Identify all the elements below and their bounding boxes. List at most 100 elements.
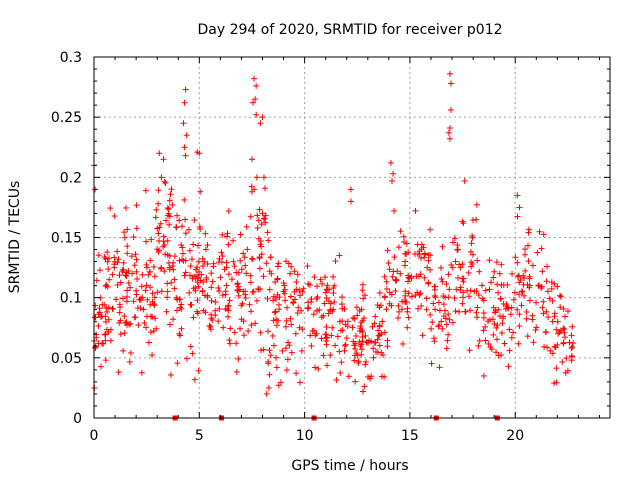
data-point [160,243,167,250]
data-point [260,346,267,353]
data-point [230,258,237,265]
data-point [553,365,560,372]
data-point [116,319,123,326]
data-point [133,202,140,209]
data-point [142,187,149,194]
data-point [102,337,109,344]
data-point [521,246,528,253]
data-point [154,246,161,253]
data-point [235,292,242,299]
data-point [186,289,193,296]
data-point [183,132,190,139]
data-point [473,314,480,321]
data-point [418,254,425,261]
data-point [173,307,180,314]
data-point [179,250,186,257]
data-point [381,273,388,280]
data-point [358,319,365,326]
data-point [225,241,232,248]
data-point [158,288,165,295]
data-point [480,327,487,334]
data-point [173,294,180,301]
data-point [387,159,394,166]
data-point [258,221,265,228]
data-point [486,316,493,323]
data-point [359,329,366,336]
data-point [134,276,141,283]
data-point [540,298,547,305]
data-point [164,294,171,301]
data-point [296,379,303,386]
data-point [263,260,270,267]
data-point [445,271,452,278]
data-point [368,373,375,380]
data-point [341,347,348,354]
data-point [395,302,402,309]
data-point [250,99,257,106]
data-point [384,247,391,254]
data-point [568,353,575,360]
y-axis-label: SRMTID / TECUs [7,181,23,294]
data-point [110,305,117,312]
data-point [127,349,134,356]
data-point [440,301,447,308]
data-point [403,251,410,258]
data-point [253,111,260,118]
data-point [342,342,349,349]
data-point [446,124,453,131]
data-point [296,287,303,294]
data-point [352,345,359,352]
data-point [465,269,472,276]
data-point [351,315,358,322]
data-point [540,231,547,238]
data-point [436,364,443,371]
y-tick-label: 0.1 [60,291,82,307]
data-point [351,357,358,364]
data-point [209,278,216,285]
data-point [460,278,467,285]
data-point [237,325,244,332]
data-point [142,287,149,294]
data-point [234,287,241,294]
data-point [362,292,369,299]
data-point [457,284,464,291]
data-point [311,274,318,281]
data-point [371,320,378,327]
data-point [226,297,233,304]
data-point [347,186,354,193]
data-point [174,212,181,219]
data-point [122,319,129,326]
data-point [199,263,206,270]
data-point [360,295,367,302]
data-point [438,264,445,271]
data-point [493,324,500,331]
data-point [508,334,515,341]
data-point [133,225,140,232]
data-point [204,242,211,249]
data-point [200,307,207,314]
data-point [430,335,437,342]
data-point [100,340,107,347]
data-point [384,343,391,350]
data-point [504,281,511,288]
data-point [290,299,297,306]
data-point [425,257,432,264]
data-point [493,349,500,356]
data-point [465,293,472,300]
data-point [399,340,406,347]
data-point [284,304,291,311]
data-point [549,318,556,325]
data-point [189,350,196,357]
data-point [524,333,531,340]
data-point [197,188,204,195]
data-point [369,323,376,330]
data-point [187,301,194,308]
data-point [196,150,203,157]
data-point [339,294,346,301]
data-point [121,234,128,241]
data-point [167,191,174,198]
data-point [505,363,512,370]
data-point [559,358,566,365]
data-point [181,99,188,106]
data-point [123,298,130,305]
